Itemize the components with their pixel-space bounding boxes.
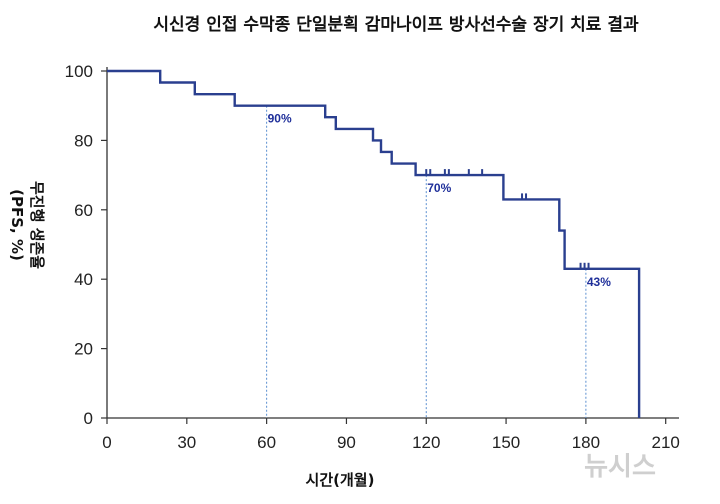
x-axis-label: 시간(개월) — [306, 471, 375, 489]
series-layer — [107, 69, 641, 418]
chart-title: 시신경 인접 수막종 단일분획 감마나이프 방사선수술 장기 치료 결과 — [153, 15, 639, 35]
y-axis-label-line2: (PFS, %) — [8, 189, 26, 261]
y-tick-label: 20 — [74, 340, 93, 359]
axes — [101, 67, 679, 424]
annotation-label: 43% — [587, 275, 611, 289]
annotation-label: 70% — [427, 181, 451, 195]
x-tick-label: 180 — [572, 433, 600, 452]
guide-lines — [266, 105, 587, 418]
x-tick-label: 210 — [652, 433, 680, 452]
y-tick-label: 60 — [74, 201, 93, 220]
tick-labels: 0 30 60 90 120 150 180 210 0 20 40 60 80 100 — [65, 62, 680, 452]
y-tick-label: 80 — [74, 131, 93, 150]
watermark-logo: 뉴시스 — [584, 452, 656, 482]
x-tick-label: 90 — [337, 433, 356, 452]
x-tick-label: 60 — [257, 433, 276, 452]
x-tick-label: 0 — [102, 433, 111, 452]
y-tick-label: 100 — [65, 62, 93, 81]
y-axis-label: 무진행 생존율 (PFS, %) — [8, 181, 46, 269]
annotations: 90% 70% 43% — [268, 112, 612, 289]
survival-step-line — [107, 69, 641, 418]
x-tick-label: 150 — [492, 433, 520, 452]
x-tick-label: 30 — [177, 433, 196, 452]
y-tick-label: 0 — [84, 409, 93, 428]
y-axis-label-line1: 무진행 생존율 — [28, 181, 46, 269]
annotation-label: 90% — [268, 112, 292, 126]
y-tick-label: 40 — [74, 270, 93, 289]
x-tick-label: 120 — [412, 433, 440, 452]
